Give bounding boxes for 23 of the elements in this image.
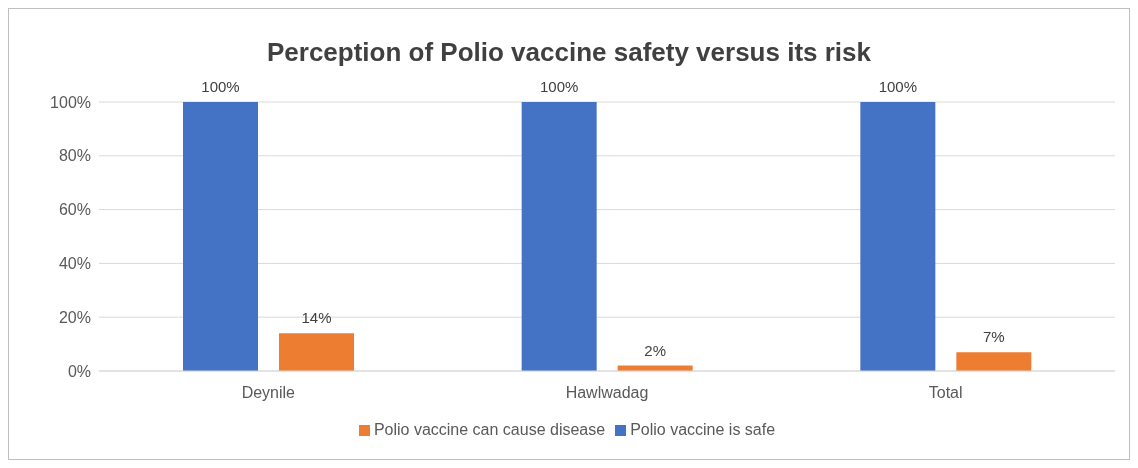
y-tick-label: 40% (58, 255, 91, 273)
legend-label: Polio vaccine is safe (630, 421, 776, 438)
bar (956, 352, 1032, 371)
chart-title: Perception of Polio vaccine safety versus its risk (266, 37, 872, 68)
x-tick-label: Deynile (241, 384, 296, 402)
bar (521, 102, 597, 371)
data-label: 14% (301, 309, 332, 327)
data-label: 100% (539, 78, 579, 95)
x-tick-label: Hawlwadag (565, 384, 649, 402)
data-label: 100% (201, 78, 240, 95)
bar (860, 102, 936, 371)
bar (279, 333, 354, 371)
y-tick-label: 0% (67, 362, 91, 380)
data-label: 2% (644, 341, 667, 359)
y-tick-label: 80% (58, 147, 91, 165)
y-tick-label: 60% (58, 201, 91, 219)
x-tick-label: Total (928, 384, 963, 402)
data-label: 100% (878, 78, 918, 95)
y-tick-label: 100% (50, 93, 91, 111)
data-label: 7% (982, 328, 1005, 346)
bar (183, 102, 258, 371)
y-tick-label: 20% (58, 308, 91, 326)
legend-label: Polio vaccine can cause disease (373, 421, 606, 438)
